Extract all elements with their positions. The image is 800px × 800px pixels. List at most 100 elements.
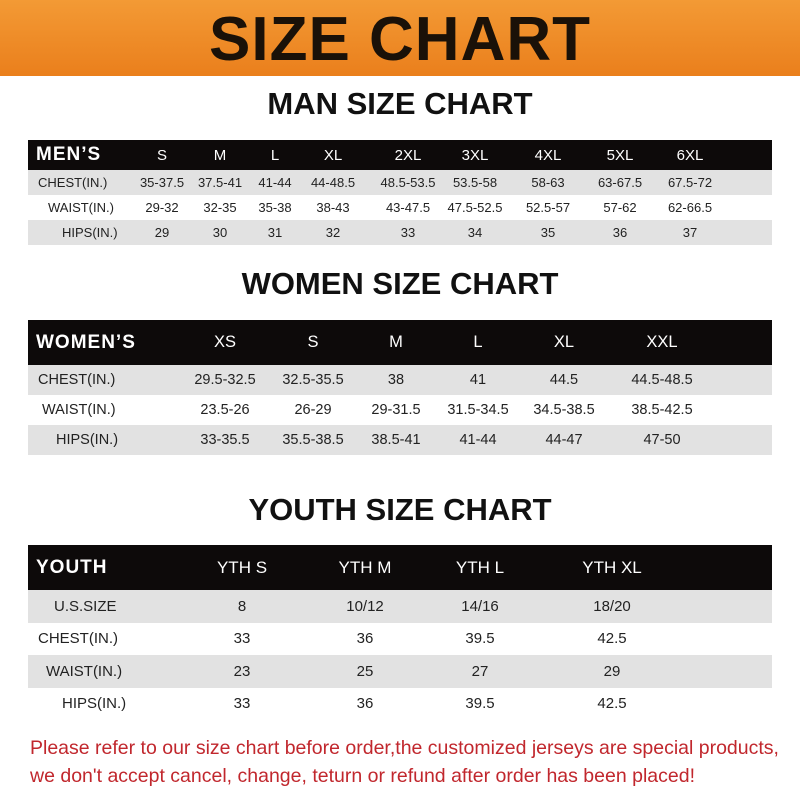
table-row: WAIST(IN.) 29-32 32-35 35-38 38-43 43-47.5 47.… [28,195,772,220]
order-notice: Please refer to our size chart before or… [30,734,780,790]
men-size-table: MEN’S S M L XL 2XL 3XL 4XL 5XL 6XL CHEST(IN.) 35-37… [28,140,772,245]
men-section-title: MAN SIZE CHART [267,86,533,121]
table-cell: 38-43 [316,200,350,215]
table-cell: 37.5-41 [197,175,243,190]
table-cell: 63-67.5 [597,175,643,190]
table-cell: 33 [233,695,251,713]
table-cell: 32.5-35.5 [282,372,344,388]
size-header-s: S [156,146,168,164]
table-cell: 39.5 [465,630,495,648]
table-cell: 26-29 [294,402,332,418]
row-label: WAIST(IN.) [48,200,114,215]
table-cell: 36 [612,225,628,240]
table-cell: 18/20 [593,597,631,615]
size-header-yth-xl: YTH XL [582,557,642,577]
table-cell: 44.5-48.5 [631,372,693,388]
women-section-title: WOMEN SIZE CHART [241,266,559,301]
table-cell: 67.5-72 [667,175,713,190]
table-cell: 34 [467,225,483,240]
size-header-m: M [389,333,403,351]
table-cell: 58-63 [531,175,565,190]
table-cell: 47-50 [643,432,681,448]
table-cell: 23 [233,662,251,680]
table-cell: 43-47.5 [385,200,431,215]
size-header-l: L [270,146,280,164]
table-cell: 38.5-42.5 [631,402,693,418]
size-header-s: S [307,333,319,351]
table-row: HIPS(IN.) 29 30 31 32 33 34 35 36 37 [28,220,772,245]
table-header-row: WOMEN’S XS S M L XL XXL [28,320,772,365]
size-header-2xl: 2XL [394,146,422,164]
size-header-xxl: XXL [646,333,678,351]
row-label: HIPS(IN.) [62,225,118,240]
table-cell: 33-35.5 [200,432,250,448]
table-cell: 27 [471,662,489,680]
table-cell: 35 [540,225,556,240]
size-header-l: L [473,333,483,351]
table-cell: 31.5-34.5 [447,402,509,418]
table-cell: 35-38 [258,200,292,215]
table-cell: 38 [387,372,405,388]
table-cell: 14/16 [461,597,499,615]
table-cell: 62-66.5 [667,200,713,215]
size-header-yth-m: YTH M [338,557,392,577]
size-header-yth-s: YTH S [216,557,268,577]
table-cell: 42.5 [597,630,627,648]
size-header-5xl: 5XL [606,146,634,164]
table-header-row: YOUTH YTH S YTH M YTH L YTH XL [28,545,772,590]
table-header-row: MEN’S S M L XL 2XL 3XL 4XL 5XL 6XL [28,140,772,170]
table-cell: 30 [212,225,228,240]
table-cell: 8 [237,597,247,615]
table-cell: 31 [267,225,283,240]
table-header-label: WOMEN’S [36,331,136,353]
table-cell: 32-35 [203,200,237,215]
table-cell: 33 [400,225,416,240]
table-cell: 44-48.5 [310,175,356,190]
row-label: WAIST(IN.) [42,402,116,418]
row-label: HIPS(IN.) [62,695,127,713]
row-label: HIPS(IN.) [56,432,119,448]
row-label: U.S.SIZE [54,597,117,615]
table-cell: 36 [356,630,374,648]
table-row: CHEST(IN.) 35-37.5 37.5-41 41-44 44-48.5 48.5… [28,170,772,195]
table-cell: 32 [325,225,341,240]
table-row: WAIST(IN.) 23 25 27 29 [28,655,772,688]
table-cell: 42.5 [597,695,627,713]
table-cell: 29-32 [145,200,179,215]
table-row: CHEST(IN.) 29.5-32.5 32.5-35.5 38 41 44.5 44.5… [28,365,772,395]
table-cell: 39.5 [465,695,495,713]
youth-size-table: YOUTH YTH S YTH M YTH L YTH XL U.S.SIZE 8 10/12… [28,545,772,720]
table-cell: 29 [154,225,170,240]
table-cell: 52.5-57 [525,200,571,215]
table-cell: 23.5-26 [200,402,250,418]
size-header-3xl: 3XL [461,146,489,164]
table-cell: 35.5-38.5 [282,432,344,448]
row-label: WAIST(IN.) [46,662,123,680]
table-cell: 37 [682,225,698,240]
size-header-xl: XL [553,333,575,351]
size-header-yth-l: YTH L [455,557,505,577]
table-cell: 29.5-32.5 [194,372,256,388]
table-cell: 53.5-58 [452,175,498,190]
table-cell: 29-31.5 [371,402,421,418]
table-cell: 33 [233,630,251,648]
table-row: CHEST(IN.) 33 36 39.5 42.5 [28,622,772,655]
table-cell: 41 [469,372,487,388]
banner-title: SIZE CHART [209,5,591,74]
banner: SIZE CHART [0,0,800,76]
table-cell: 57-62 [603,200,637,215]
table-cell: 48.5-53.5 [380,175,436,190]
row-label: CHEST(IN.) [38,175,108,190]
table-cell: 29 [603,662,621,680]
table-row: U.S.SIZE 8 10/12 14/16 18/20 [28,590,772,623]
row-label: CHEST(IN.) [38,630,118,648]
table-cell: 41-44 [459,432,497,448]
table-cell: 34.5-38.5 [533,402,595,418]
table-cell: 35-37.5 [139,175,185,190]
table-cell: 38.5-41 [371,432,421,448]
table-row: HIPS(IN.) 33-35.5 35.5-38.5 38.5-41 41-44 44-… [28,425,772,455]
table-row: WAIST(IN.) 23.5-26 26-29 29-31.5 31.5-34.5 34… [28,395,772,425]
order-notice-line-1: Please refer to our size chart before or… [30,737,779,759]
row-label: CHEST(IN.) [38,372,116,388]
table-cell: 41-44 [258,175,292,190]
